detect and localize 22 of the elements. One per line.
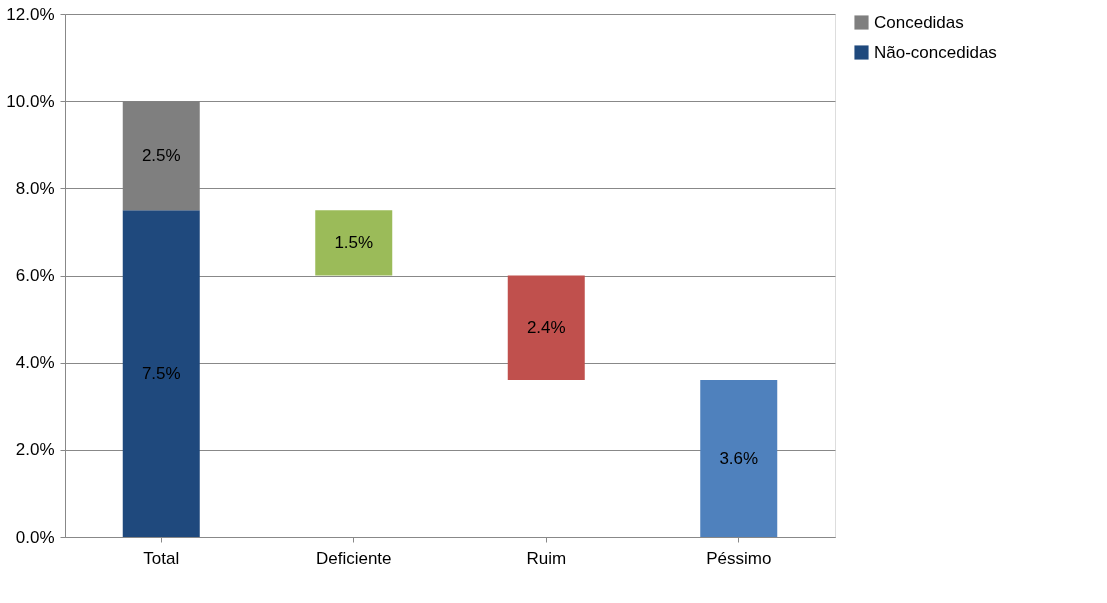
x-tick-label: Péssimo bbox=[706, 548, 772, 568]
bar bbox=[315, 210, 393, 276]
data-label: 7.5% bbox=[141, 363, 181, 383]
y-tick-label: 0.0% bbox=[15, 527, 55, 547]
data-label: 1.5% bbox=[334, 232, 374, 252]
legend-label: Concedidas bbox=[874, 12, 964, 32]
legend-label: Não-concedidas bbox=[874, 42, 997, 62]
y-tick-label: 10.0% bbox=[6, 91, 55, 111]
bar bbox=[700, 380, 778, 537]
y-tick-label: 4.0% bbox=[15, 353, 55, 373]
data-label: 2.5% bbox=[141, 145, 181, 165]
bar bbox=[122, 210, 200, 537]
bar bbox=[507, 275, 585, 381]
y-tick-label: 2.0% bbox=[15, 440, 55, 460]
y-tick-label: 12.0% bbox=[6, 4, 55, 24]
y-tick-label: 8.0% bbox=[15, 178, 55, 198]
x-tick-label: Deficiente bbox=[315, 548, 392, 568]
data-label: 3.6% bbox=[719, 448, 759, 468]
y-tick-label: 6.0% bbox=[15, 266, 55, 285]
data-label: 2.4% bbox=[526, 317, 566, 337]
x-tick-label: Ruim bbox=[526, 548, 567, 568]
x-tick-label: Total bbox=[143, 548, 180, 568]
